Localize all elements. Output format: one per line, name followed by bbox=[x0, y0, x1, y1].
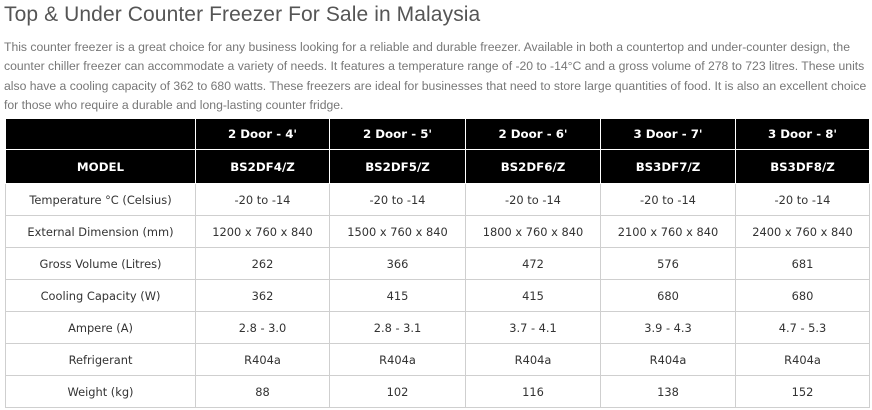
header-cell-door: 2 Door - 5' bbox=[329, 118, 466, 150]
row-label: Cooling Capacity (W) bbox=[5, 279, 196, 312]
header-cell-door: 2 Door - 6' bbox=[465, 118, 601, 150]
table-cell: 1800 x 760 x 840 bbox=[465, 215, 601, 248]
table-cell: 415 bbox=[465, 279, 601, 312]
table-row-gross-volume: Gross Volume (Litres) 262 366 472 576 68… bbox=[5, 247, 870, 280]
table-cell: R404a bbox=[735, 343, 870, 376]
header-cell-door: 3 Door - 7' bbox=[600, 118, 736, 150]
table-cell: 138 bbox=[600, 375, 736, 408]
table-cell: 576 bbox=[600, 247, 736, 280]
header-cell-model: BS3DF8/Z bbox=[735, 149, 870, 184]
table-cell: 116 bbox=[465, 375, 601, 408]
table-cell: 3.9 - 4.3 bbox=[600, 311, 736, 344]
table-cell: R404a bbox=[329, 343, 466, 376]
table-row-cooling-capacity: Cooling Capacity (W) 362 415 415 680 680 bbox=[5, 279, 870, 312]
table-cell: 102 bbox=[329, 375, 466, 408]
header-cell-model: BS2DF4/Z bbox=[195, 149, 330, 184]
table-cell: -20 to -14 bbox=[195, 183, 330, 216]
table-cell: 362 bbox=[195, 279, 330, 312]
row-label: Temperature °C (Celsius) bbox=[5, 183, 196, 216]
header-cell-blank bbox=[5, 118, 196, 150]
header-cell-door: 3 Door - 8' bbox=[735, 118, 870, 150]
row-label: Refrigerant bbox=[5, 343, 196, 376]
row-label: Gross Volume (Litres) bbox=[5, 247, 196, 280]
door-header-row: 2 Door - 4' 2 Door - 5' 2 Door - 6' 3 Do… bbox=[5, 118, 870, 150]
table-cell: -20 to -14 bbox=[465, 183, 601, 216]
table-cell: 366 bbox=[329, 247, 466, 280]
table-cell: 2100 x 760 x 840 bbox=[600, 215, 736, 248]
table-cell: 3.7 - 4.1 bbox=[465, 311, 601, 344]
table-cell: R404a bbox=[465, 343, 601, 376]
table-cell: 680 bbox=[600, 279, 736, 312]
table-cell: 2.8 - 3.0 bbox=[195, 311, 330, 344]
header-cell-door: 2 Door - 4' bbox=[195, 118, 330, 150]
model-header-row: MODEL BS2DF4/Z BS2DF5/Z BS2DF6/Z BS3DF7/… bbox=[5, 149, 870, 184]
header-cell-model: BS2DF5/Z bbox=[329, 149, 466, 184]
spec-table: 2 Door - 4' 2 Door - 5' 2 Door - 6' 3 Do… bbox=[5, 118, 870, 408]
table-cell: 1200 x 760 x 840 bbox=[195, 215, 330, 248]
table-cell: 1500 x 760 x 840 bbox=[329, 215, 466, 248]
table-cell: R404a bbox=[195, 343, 330, 376]
product-description: This counter freezer is a great choice f… bbox=[4, 40, 867, 112]
table-cell: R404a bbox=[600, 343, 736, 376]
table-cell: -20 to -14 bbox=[600, 183, 736, 216]
table-row-temperature: Temperature °C (Celsius) -20 to -14 -20 … bbox=[5, 183, 870, 216]
header-cell-model-label: MODEL bbox=[5, 149, 196, 184]
table-row-dimension: External Dimension (mm) 1200 x 760 x 840… bbox=[5, 215, 870, 248]
row-label: Weight (kg) bbox=[5, 375, 196, 408]
table-cell: 88 bbox=[195, 375, 330, 408]
table-row-ampere: Ampere (A) 2.8 - 3.0 2.8 - 3.1 3.7 - 4.1… bbox=[5, 311, 870, 344]
table-cell: 2.8 - 3.1 bbox=[329, 311, 466, 344]
table-cell: -20 to -14 bbox=[735, 183, 870, 216]
table-cell: 152 bbox=[735, 375, 870, 408]
table-cell: 262 bbox=[195, 247, 330, 280]
table-cell: -20 to -14 bbox=[329, 183, 466, 216]
row-label: Ampere (A) bbox=[5, 311, 196, 344]
table-cell: 2400 x 760 x 840 bbox=[735, 215, 870, 248]
page-title: Top & Under Counter Freezer For Sale in … bbox=[4, 3, 481, 26]
table-cell: 415 bbox=[329, 279, 466, 312]
header-cell-model: BS3DF7/Z bbox=[600, 149, 736, 184]
table-row-weight: Weight (kg) 88 102 116 138 152 bbox=[5, 375, 870, 408]
table-cell: 472 bbox=[465, 247, 601, 280]
table-cell: 4.7 - 5.3 bbox=[735, 311, 870, 344]
table-row-refrigerant: Refrigerant R404a R404a R404a R404a R404… bbox=[5, 343, 870, 376]
row-label: External Dimension (mm) bbox=[5, 215, 196, 248]
table-cell: 681 bbox=[735, 247, 870, 280]
header-cell-model: BS2DF6/Z bbox=[465, 149, 601, 184]
table-cell: 680 bbox=[735, 279, 870, 312]
